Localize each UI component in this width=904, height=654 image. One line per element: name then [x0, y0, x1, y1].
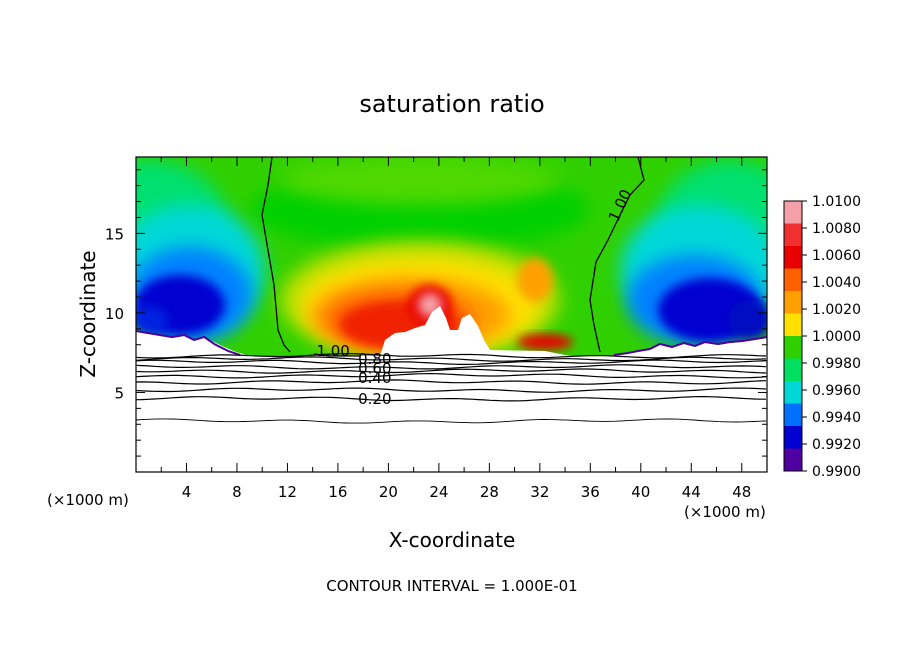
colorbar-swatch — [784, 246, 802, 269]
y-axis: 5 10 15 — [105, 169, 767, 457]
contour-label: 0.40 — [358, 369, 391, 387]
colorbar-swatch — [784, 403, 802, 427]
x-tick-label: 24 — [429, 483, 448, 501]
contour-line — [136, 387, 767, 393]
y-axis-label: Z-coordinate — [76, 250, 100, 377]
contour-label: 1.00 — [316, 342, 349, 360]
chart-title: saturation ratio — [359, 90, 544, 118]
plot-area — [136, 157, 767, 472]
contour-line — [136, 359, 767, 365]
contour-label: 0.60 — [358, 360, 391, 378]
colorbar-swatch — [784, 223, 802, 247]
contour-line — [136, 368, 767, 374]
colorbar-label: 0.9900 — [812, 464, 861, 480]
z-unit-label: (×1000 m) — [47, 491, 129, 509]
colorbar-label: 1.0020 — [812, 302, 861, 318]
colorbar-swatch — [784, 448, 802, 472]
x-tick-label: 32 — [530, 483, 549, 501]
contour-line — [136, 356, 767, 362]
colorbar-label: 1.0040 — [812, 275, 861, 291]
contour-lines — [136, 353, 767, 424]
contour-label: 0.20 — [358, 390, 391, 408]
contour-line — [136, 379, 767, 385]
x-tick-label: 36 — [581, 483, 600, 501]
x-tick-label: 40 — [631, 483, 650, 501]
contour-label: 0.80 — [358, 350, 391, 368]
colorbar-label: 1.0100 — [812, 194, 861, 210]
y-tick-label: 15 — [105, 225, 124, 243]
colorbar-swatch — [784, 358, 802, 382]
colorbar-label: 0.9920 — [812, 437, 861, 453]
colorbar-swatch — [784, 268, 802, 292]
y-tick-label: 10 — [105, 305, 124, 323]
colorbar-swatch — [784, 313, 802, 337]
colorbar: 1.0100 1.0080 1.0060 1.0040 1.0020 1.0000 0.99… — [783, 194, 861, 480]
colorbar-swatch — [784, 381, 802, 404]
y-tick-label: 5 — [114, 384, 124, 402]
contour-line — [136, 364, 767, 370]
contour-line — [136, 353, 767, 359]
contour-line — [136, 396, 766, 402]
colorbar-label: 0.9980 — [812, 356, 861, 372]
contour-line — [136, 418, 767, 424]
x-tick-label: 16 — [328, 483, 347, 501]
x-axis-label: X-coordinate — [389, 528, 516, 552]
colorbar-swatch — [784, 426, 802, 449]
x-unit-label: (×1000 m) — [684, 503, 766, 521]
x-tick-label: 28 — [480, 483, 499, 501]
x-tick-label: 20 — [379, 483, 398, 501]
colorbar-label: 1.0080 — [812, 221, 861, 237]
x-tick-label: 12 — [278, 483, 297, 501]
saturation-field — [136, 157, 767, 356]
colorbar-label: 0.9960 — [812, 383, 861, 399]
colorbar-label: 0.9940 — [812, 410, 861, 426]
x-tick-label: 8 — [232, 483, 242, 501]
x-tick-label: 44 — [682, 483, 701, 501]
x-tick-label: 48 — [732, 483, 751, 501]
plot-frame — [135, 156, 768, 473]
x-tick-label: 4 — [182, 483, 192, 501]
contour-line-right-1.00 — [589, 157, 645, 353]
x-axis: 4 8 12 16 20 24 28 32 36 40 44 48 — [160, 157, 768, 501]
colorbar-label: 1.0000 — [812, 329, 861, 345]
colorbar-swatch — [784, 201, 802, 224]
colorbar-label: 1.0060 — [812, 248, 861, 264]
colorbar-swatch — [784, 336, 802, 359]
contour-line — [136, 372, 767, 379]
contour-interval-label: CONTOUR INTERVAL = 1.000E-01 — [326, 577, 577, 595]
colorbar-swatch — [784, 291, 802, 314]
contour-line-left-1.00 — [261, 157, 291, 353]
